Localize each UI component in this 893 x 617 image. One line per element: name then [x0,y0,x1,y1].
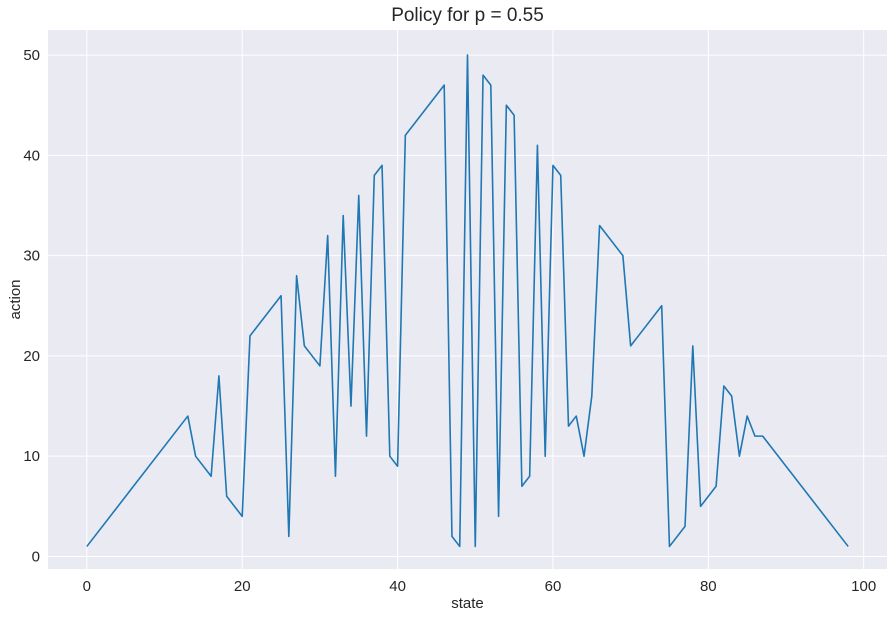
x-tick-label: 100 [851,578,876,595]
y-axis-label: action [7,279,24,319]
y-tick-label: 50 [23,47,40,64]
x-tick-label: 60 [545,578,562,595]
x-tick-label: 0 [83,578,91,595]
plot-background [48,30,887,569]
x-tick-label: 20 [234,578,251,595]
y-tick-label: 10 [23,448,40,465]
grid [48,30,887,569]
x-axis-label: state [451,595,484,612]
series-line [86,54,849,548]
chart-title: Policy for p = 0.55 [391,5,544,26]
tick-labels: 0 20 40 60 80 100 0 10 20 30 40 50 [23,47,876,595]
y-tick-label: 30 [23,248,40,265]
y-tick-label: 20 [23,348,40,365]
x-tick-label: 80 [700,578,717,595]
x-tick-label: 40 [389,578,406,595]
y-tick-label: 40 [23,147,40,164]
y-tick-label: 0 [32,548,40,565]
